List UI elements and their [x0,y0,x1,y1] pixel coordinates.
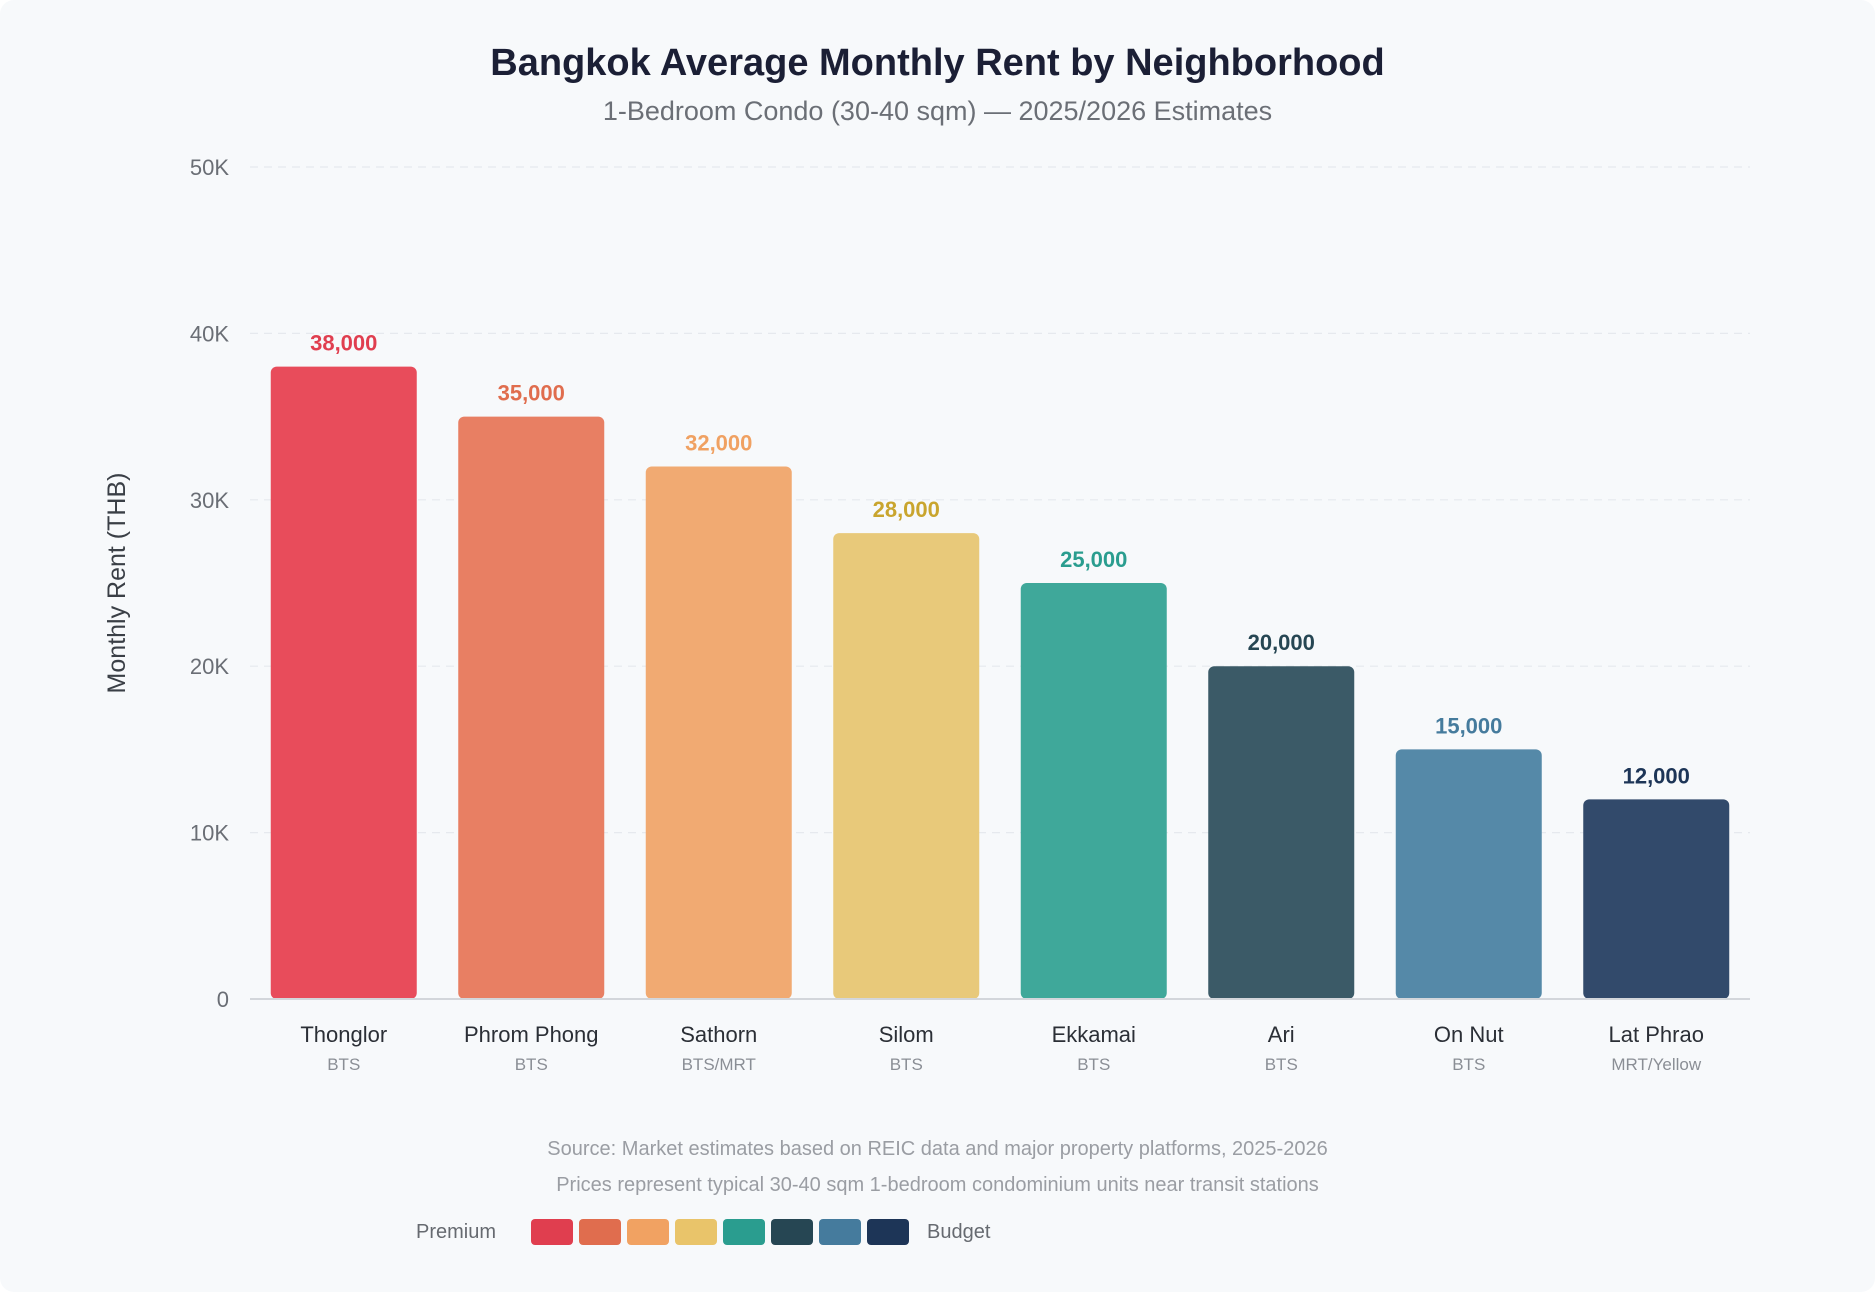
x-category-label: Silom [879,1022,934,1047]
x-transit-label: BTS [890,1055,923,1074]
legend-premium-label: Premium [416,1221,497,1243]
bar [833,533,980,999]
legend-swatch [675,1219,717,1245]
x-transit-label: BTS/MRT [682,1055,756,1074]
x-transit-label: BTS [515,1055,548,1074]
bar [458,416,605,1000]
legend-swatch [579,1219,621,1245]
data-label: 20,000 [1248,630,1315,655]
y-tick-label: 20K [190,654,229,679]
legend-swatch [627,1219,669,1245]
x-category-label: Ari [1268,1022,1295,1047]
y-axis-label: Monthly Rent (THB) [103,473,131,694]
bar [1208,666,1355,999]
x-transit-label: BTS [1452,1055,1485,1074]
x-transit-label: BTS [1077,1055,1110,1074]
data-label: 32,000 [685,431,752,456]
y-tick-label: 40K [190,321,229,346]
y-tick-label: 50K [190,155,229,180]
legend-swatch [819,1219,861,1245]
x-category-label: Lat Phrao [1609,1022,1704,1047]
data-label: 38,000 [310,331,377,356]
legend-budget-label: Budget [927,1221,991,1243]
bar [1020,583,1167,999]
bar [270,366,417,999]
bar [645,466,792,999]
y-tick-label: 30K [190,488,229,513]
x-category-label: Thonglor [300,1022,387,1047]
x-transit-label: MRT/Yellow [1611,1055,1701,1074]
data-label: 12,000 [1623,763,1690,788]
source-note: Source: Market estimates based on REIC d… [547,1138,1328,1160]
x-transit-label: BTS [1265,1055,1298,1074]
legend-swatch [531,1219,573,1245]
data-label: 15,000 [1435,713,1502,738]
data-label: 25,000 [1060,547,1127,572]
x-category-label: Phrom Phong [464,1022,599,1047]
x-category-label: Sathorn [680,1022,757,1047]
chart-title: Bangkok Average Monthly Rent by Neighbor… [490,42,1385,84]
data-label: 28,000 [873,497,940,522]
x-category-label: Ekkamai [1052,1022,1136,1047]
legend-swatch [867,1219,909,1245]
y-tick-label: 10K [190,821,229,846]
bar [1583,799,1730,999]
color-scale-legend: Premium Budget [0,1219,1875,1245]
bar [1395,749,1542,999]
x-transit-label: BTS [327,1055,360,1074]
method-note: Prices represent typical 30-40 sqm 1-bed… [556,1174,1319,1196]
x-category-label: On Nut [1434,1022,1504,1047]
y-tick-label: 0 [217,987,229,1012]
legend-swatch [771,1219,813,1245]
legend-swatch [723,1219,765,1245]
data-label: 35,000 [498,381,565,406]
chart-subtitle: 1-Bedroom Condo (30-40 sqm) — 2025/2026 … [602,96,1273,126]
